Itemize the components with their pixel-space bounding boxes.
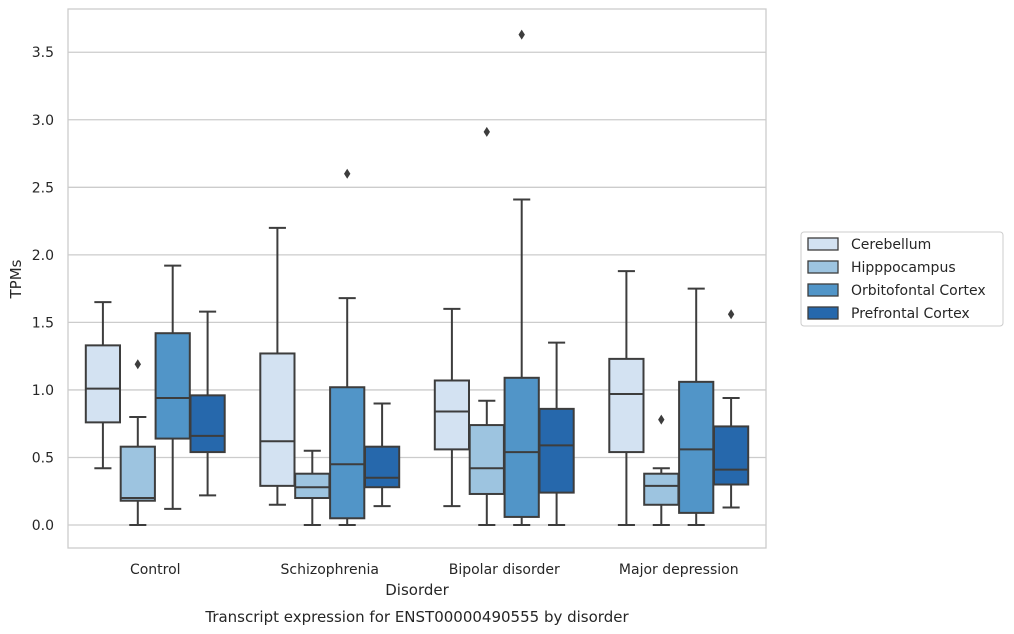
box-iqr bbox=[643, 472, 680, 506]
outlier-point bbox=[658, 414, 665, 425]
y-tick-label: 0.5 bbox=[32, 450, 54, 466]
legend-swatch bbox=[807, 283, 839, 297]
box-prefrontal-cortex bbox=[712, 309, 750, 509]
y-tick-label: 1.5 bbox=[32, 315, 54, 331]
legend-label: Cerebellum bbox=[851, 237, 931, 253]
legend-label: Hipppocampus bbox=[851, 260, 956, 276]
box-orbitofontal-cortex bbox=[503, 29, 540, 527]
box-iqr bbox=[259, 352, 296, 487]
box-iqr bbox=[712, 425, 750, 486]
y-tick-label: 2.0 bbox=[32, 248, 54, 264]
x-axis-title: Disorder bbox=[385, 581, 449, 599]
outlier-point bbox=[518, 29, 525, 40]
y-tick-label: 1.0 bbox=[32, 383, 54, 399]
y-tick-label: 3.5 bbox=[32, 45, 54, 61]
box-hipppocampus bbox=[119, 359, 156, 527]
box-orbitofontal-cortex bbox=[154, 264, 191, 510]
legend-frame bbox=[800, 231, 1004, 327]
box-prefrontal-cortex bbox=[189, 310, 226, 497]
x-tick-label: Major depression bbox=[619, 562, 739, 578]
outlier-point bbox=[344, 168, 351, 179]
legend-swatch bbox=[807, 237, 839, 251]
box-iqr bbox=[154, 332, 191, 440]
y-tick-label: 2.5 bbox=[32, 180, 54, 196]
x-tick-label: Bipolar disorder bbox=[449, 562, 560, 578]
box-iqr bbox=[363, 445, 401, 489]
y-tick-labels: 0.0 0.5 1.0 1.5 2.0 2.5 3.0 3.5 bbox=[32, 45, 54, 534]
box-cerebellum bbox=[433, 307, 471, 508]
box-iqr bbox=[84, 344, 122, 424]
legend: Cerebellum Hipppocampus Orbitofontal Corte… bbox=[800, 231, 1004, 327]
outlier-point bbox=[134, 359, 141, 370]
box-iqr bbox=[468, 424, 505, 495]
box-plots bbox=[84, 29, 750, 527]
box-prefrontal-cortex bbox=[363, 402, 401, 508]
box-cerebellum bbox=[259, 226, 296, 506]
box-iqr bbox=[608, 357, 645, 454]
x-tick-labels: Control Schizophrenia Bipolar disorder Majo… bbox=[130, 562, 739, 578]
box-iqr bbox=[678, 380, 715, 514]
box-hipppocampus bbox=[468, 126, 505, 527]
box-hipppocampus bbox=[643, 414, 680, 527]
legend-swatch bbox=[807, 306, 839, 320]
outlier-point bbox=[483, 126, 490, 137]
box-orbitofontal-cortex bbox=[678, 287, 715, 527]
legend-swatch bbox=[807, 260, 839, 274]
box-iqr bbox=[433, 379, 471, 451]
outlier-point bbox=[727, 309, 735, 320]
legend-label: Prefrontal Cortex bbox=[851, 306, 970, 322]
y-tick-label: 3.0 bbox=[32, 113, 54, 129]
box-iqr bbox=[294, 472, 331, 500]
y-axis-title: TPMs bbox=[7, 259, 25, 299]
box-hipppocampus bbox=[294, 449, 331, 527]
chart-title: Transcript expression for ENST0000049055… bbox=[204, 608, 629, 626]
box-prefrontal-cortex bbox=[538, 341, 575, 527]
box-cerebellum bbox=[608, 270, 645, 527]
box-cerebellum bbox=[84, 301, 122, 470]
x-tick-label: Control bbox=[130, 562, 181, 578]
box-orbitofontal-cortex bbox=[329, 168, 366, 527]
box-iqr bbox=[538, 407, 575, 494]
x-tick-label: Schizophrenia bbox=[281, 562, 379, 578]
box-iqr bbox=[503, 376, 540, 518]
box-iqr bbox=[329, 386, 366, 520]
y-tick-label: 0.0 bbox=[32, 518, 54, 534]
legend-label: Orbitofontal Cortex bbox=[851, 283, 986, 299]
box-iqr bbox=[189, 394, 226, 454]
plot-frame bbox=[67, 8, 767, 549]
box-iqr bbox=[119, 445, 156, 502]
